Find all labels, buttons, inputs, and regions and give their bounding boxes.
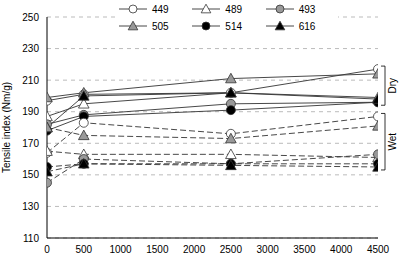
html-text:505: 505 [152, 20, 169, 32]
html-text:489: 489 [225, 3, 242, 15]
html-text:449: 449 [152, 3, 169, 15]
svg-text:Tensile index (Nm/g): Tensile index (Nm/g) [8, 82, 12, 173]
svg-text:210: 210 [22, 75, 39, 86]
svg-text:1000: 1000 [109, 244, 132, 255]
svg-text:230: 230 [22, 43, 39, 54]
svg-text:4500: 4500 [367, 244, 390, 255]
svg-text:150: 150 [22, 169, 39, 180]
svg-text:2500: 2500 [220, 244, 243, 255]
svg-text:110: 110 [23, 233, 39, 244]
svg-text:500: 500 [75, 244, 92, 255]
svg-text:250: 250 [22, 12, 39, 23]
svg-text:130: 130 [22, 201, 39, 212]
html-text:616: 616 [298, 20, 316, 32]
svg-text:Dry: Dry [387, 78, 393, 94]
svg-text:190: 190 [22, 106, 39, 117]
svg-text:Wet: Wet [387, 133, 393, 151]
svg-text:3500: 3500 [293, 244, 316, 255]
svg-text:1500: 1500 [146, 244, 169, 255]
svg-text:0: 0 [44, 244, 50, 255]
svg-text:170: 170 [22, 138, 39, 149]
svg-text:3000: 3000 [257, 244, 280, 255]
svg-text:2000: 2000 [183, 244, 206, 255]
html-text:493: 493 [298, 3, 316, 15]
html-text:514: 514 [225, 20, 242, 32]
svg-text:4000: 4000 [330, 244, 353, 255]
